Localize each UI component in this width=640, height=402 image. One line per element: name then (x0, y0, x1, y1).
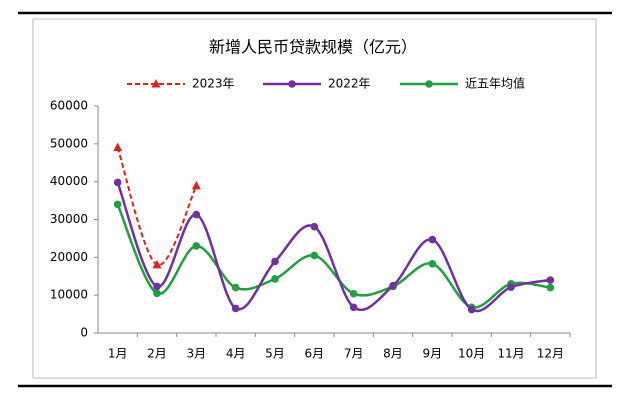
chart-title: 新增人民币贷款规模（亿元） (209, 38, 417, 57)
chart-frame (32, 18, 597, 379)
marker (349, 289, 358, 298)
x-tick-label: 1月 (108, 347, 128, 361)
x-tick-label: 6月 (305, 347, 325, 361)
x-tick-label: 5月 (265, 347, 285, 361)
y-tick-label: 40000 (50, 174, 88, 188)
marker (192, 242, 201, 250)
marker (467, 305, 476, 314)
y-tick-label: 30000 (50, 212, 88, 226)
marker (546, 276, 555, 284)
marker (310, 251, 319, 260)
marker (389, 281, 397, 290)
x-tick-label: 12月 (537, 347, 564, 361)
legend-label: 2023年 (192, 77, 235, 91)
legend-label: 2022年 (328, 77, 371, 91)
x-tick-label: 11月 (497, 347, 524, 361)
marker (428, 259, 437, 268)
x-tick-label: 10月 (458, 347, 485, 361)
marker (231, 283, 240, 292)
x-tick-label: 2月 (147, 347, 167, 361)
y-tick-label: 0 (80, 326, 88, 340)
x-tick-label: 4月 (226, 347, 246, 361)
marker (425, 80, 433, 88)
marker (271, 257, 279, 266)
y-tick-label: 50000 (50, 136, 88, 150)
marker (310, 222, 319, 231)
marker (231, 304, 240, 313)
y-tick-label: 60000 (50, 99, 88, 113)
marker (192, 210, 201, 219)
marker (507, 283, 515, 292)
marker (191, 180, 201, 190)
marker (546, 283, 555, 292)
x-tick-label: 7月 (344, 347, 364, 361)
legend-label: 近五年均值 (465, 76, 525, 91)
marker (113, 200, 122, 209)
marker (428, 235, 437, 244)
y-tick-label: 10000 (50, 288, 88, 302)
marker (349, 303, 358, 312)
marker (113, 178, 122, 187)
marker (152, 259, 162, 269)
marker (151, 79, 161, 88)
marker (113, 142, 123, 152)
marker (153, 282, 161, 291)
x-tick-label: 3月 (187, 347, 207, 361)
x-tick-label: 9月 (423, 347, 443, 361)
marker (288, 80, 296, 88)
marker (153, 289, 161, 298)
y-tick-label: 20000 (50, 250, 88, 264)
marker (271, 275, 279, 283)
x-tick-label: 8月 (383, 347, 403, 361)
